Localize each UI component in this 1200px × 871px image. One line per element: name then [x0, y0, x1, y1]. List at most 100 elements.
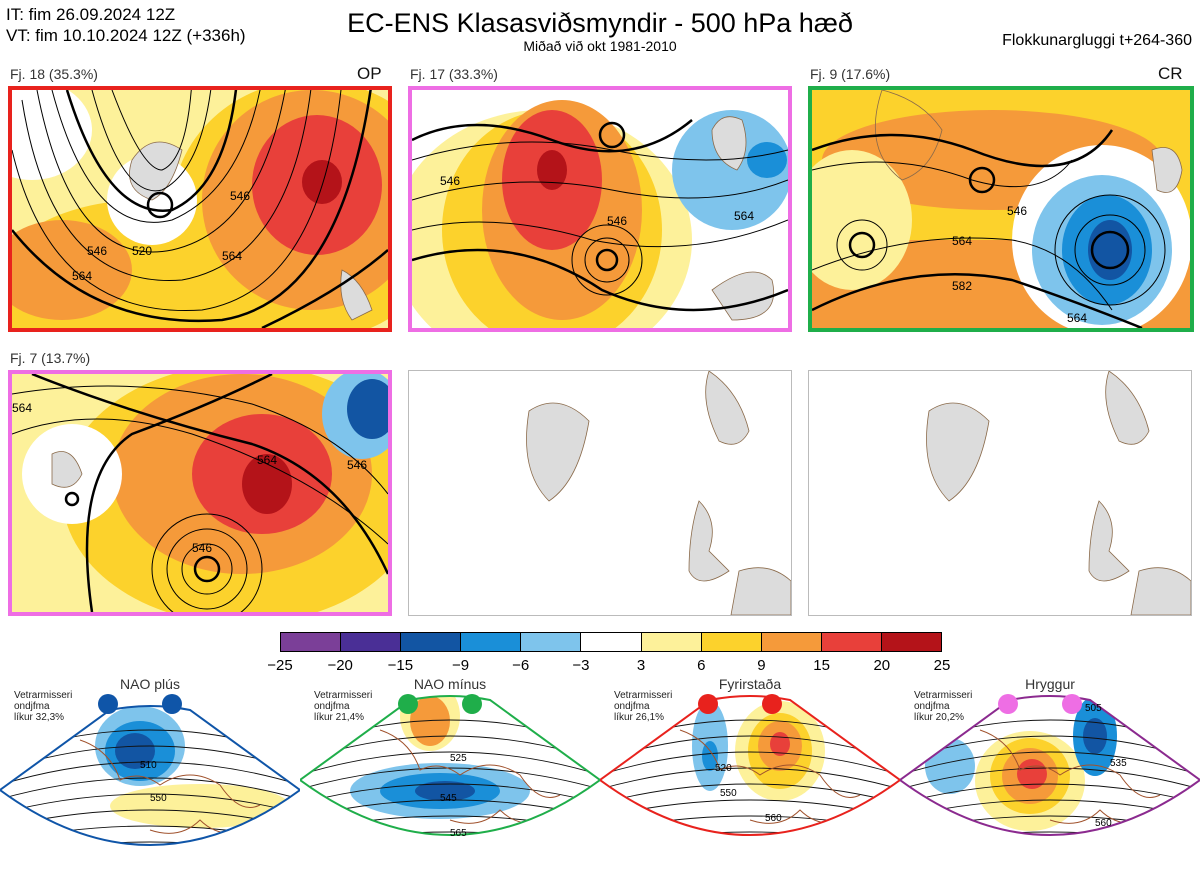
regime-note-line: Vetrarmisseri	[914, 690, 973, 701]
regime-contour-label: 565	[450, 828, 467, 839]
contour-label: 546	[440, 174, 460, 188]
regime-fan-map: 505 535 560	[900, 695, 1200, 836]
contour-label: 564	[1067, 311, 1087, 325]
contour-label: 564	[72, 269, 92, 283]
regime-contour-label: 505	[1085, 703, 1102, 714]
regime-note-line: Vetrarmisseri	[314, 690, 373, 701]
regime-fan-map: 525 545 565	[300, 695, 600, 839]
regime-dot	[462, 694, 482, 714]
regime-dot	[762, 694, 782, 714]
colorbar-swatch	[641, 633, 702, 651]
colorbar-tick-label: 20	[873, 657, 891, 674]
colorbar-swatch	[881, 633, 942, 651]
regime-dot	[398, 694, 418, 714]
regime-panel: 525 545 565 NAO mínus Vetrarmisseri ondjfma lí…	[300, 676, 600, 871]
regime-note: Vetrarmisseri ondjfma líkur 20,2%	[914, 690, 972, 723]
regime-title: Fyrirstaða	[718, 676, 782, 692]
contour-label: 582	[952, 279, 972, 293]
regime-dot	[698, 694, 718, 714]
regime-fan-outline	[600, 695, 900, 836]
regime-contour-label: 560	[1095, 818, 1112, 829]
panel-3-tag: CR	[1158, 64, 1183, 83]
contour-label: 546	[607, 214, 627, 228]
cluster-map-1-svg: 520 546 564 546 564	[12, 90, 388, 328]
classification-window: Flokkunargluggi t+264-360	[1002, 32, 1192, 49]
colorbar-tick-label: −25	[267, 657, 293, 674]
contour-label: 546	[87, 244, 107, 258]
regime-fan-outline	[0, 705, 300, 846]
regime-contour-label: 560	[765, 813, 782, 824]
regime-title: Hryggur	[1025, 676, 1075, 692]
regime-contour-label: 545	[440, 793, 457, 804]
regime-contour-label: 550	[150, 793, 167, 804]
colorbar-tick-label: −15	[387, 657, 414, 674]
panel-1-label: Fj. 18 (35.3%)	[10, 66, 98, 82]
regime-note: Vetrarmisseri ondjfma líkur 26,1%	[614, 690, 672, 723]
colorbar	[280, 632, 942, 652]
colorbar-tick-label: 25	[933, 657, 951, 674]
initial-time: IT: fim 26.09.2024 12Z	[6, 5, 176, 24]
regime-note-line: ondjfma	[14, 701, 50, 712]
contour-label: 564	[734, 209, 754, 223]
contour-label: 546	[192, 541, 212, 555]
colorbar-swatch	[341, 633, 402, 651]
colorbar-tick-label: 3	[636, 657, 646, 674]
contour-label: 520	[132, 244, 152, 258]
regime-dot	[998, 694, 1018, 714]
regime-title: NAO plús	[120, 676, 180, 692]
panel-3-label: Fj. 9 (17.6%)	[810, 66, 891, 82]
cluster-map-panel-2: 546 546 564	[408, 86, 792, 332]
colorbar-swatch	[461, 633, 522, 651]
colorbar-tick-label: −20	[327, 657, 353, 674]
contour-label: 564	[222, 249, 242, 263]
valid-time: VT: fim 10.10.2024 12Z (+336h)	[6, 26, 246, 45]
contour-label: 546	[347, 458, 367, 472]
cluster-map-panel-1: 520 546 564 546 564	[8, 86, 392, 332]
panel-4-label: Fj. 7 (13.7%)	[10, 350, 91, 366]
regime-note: Vetrarmisseri ondjfma líkur 21,4%	[314, 690, 372, 723]
contour-label: 564	[952, 234, 972, 248]
colorbar-tick-label: −6	[512, 657, 530, 674]
regime-panel: 510 550 NAO plús Vetrarmisseri ondjfma líkur …	[0, 676, 300, 871]
header-info: IT: fim 26.09.2024 12Z VT: fim 10.10.202…	[6, 4, 246, 46]
regime-fan-map: 520 550 560	[600, 695, 900, 836]
colorbar-tick-label: −9	[451, 657, 470, 674]
colorbar-swatch	[701, 633, 762, 651]
contour-label: 546	[1007, 204, 1027, 218]
regime-contour-label: 525	[450, 753, 467, 764]
regime-note-line: líkur 21,4%	[314, 712, 365, 723]
contour-label: 564	[257, 453, 277, 467]
regime-fan-outline	[900, 695, 1200, 836]
page-title: EC-ENS Klasasviðsmyndir - 500 hPa hæð	[347, 8, 853, 38]
contour-label: 564	[12, 401, 32, 415]
regime-note-line: Vetrarmisseri	[14, 690, 73, 701]
regime-dot	[98, 694, 118, 714]
cluster-map-2-svg: 546 546 564	[412, 90, 788, 328]
regime-dot	[1062, 694, 1082, 714]
regime-note-line: ondjfma	[614, 701, 650, 712]
cluster-map-panel-3: 546 564 582 564	[808, 86, 1194, 332]
colorbar-swatch	[281, 633, 342, 651]
panel-1-tag: OP	[357, 64, 382, 83]
contour-label: 546	[230, 189, 250, 203]
colorbar-tick-label: 9	[757, 657, 766, 674]
empty-map-6-svg	[926, 371, 1191, 615]
regime-note-line: Vetrarmisseri	[614, 690, 673, 701]
regime-contour-label: 520	[715, 763, 732, 774]
cluster-map-3-svg: 546 564 582 564	[812, 90, 1190, 328]
colorbar-swatch	[401, 633, 462, 651]
regime-note-line: líkur 32,3%	[14, 712, 65, 723]
regime-contour-label: 550	[720, 788, 737, 799]
regime-fan-outline	[300, 695, 600, 836]
regime-contour-label: 510	[140, 760, 157, 771]
regime-title: NAO mínus	[413, 676, 487, 692]
regime-contour-label: 535	[1110, 758, 1127, 769]
cluster-map-4-svg: 564 546 564 546	[12, 374, 388, 612]
panel-2-label: Fj. 17 (33.3%)	[410, 66, 498, 82]
cluster-map-panel-4: 564 546 564 546	[8, 370, 392, 616]
colorbar-swatch	[521, 633, 582, 651]
colorbar-swatch	[581, 633, 642, 651]
regime-note-line: líkur 26,1%	[614, 712, 665, 723]
regime-note-line: líkur 20,2%	[914, 712, 965, 723]
regime-dot	[162, 694, 182, 714]
